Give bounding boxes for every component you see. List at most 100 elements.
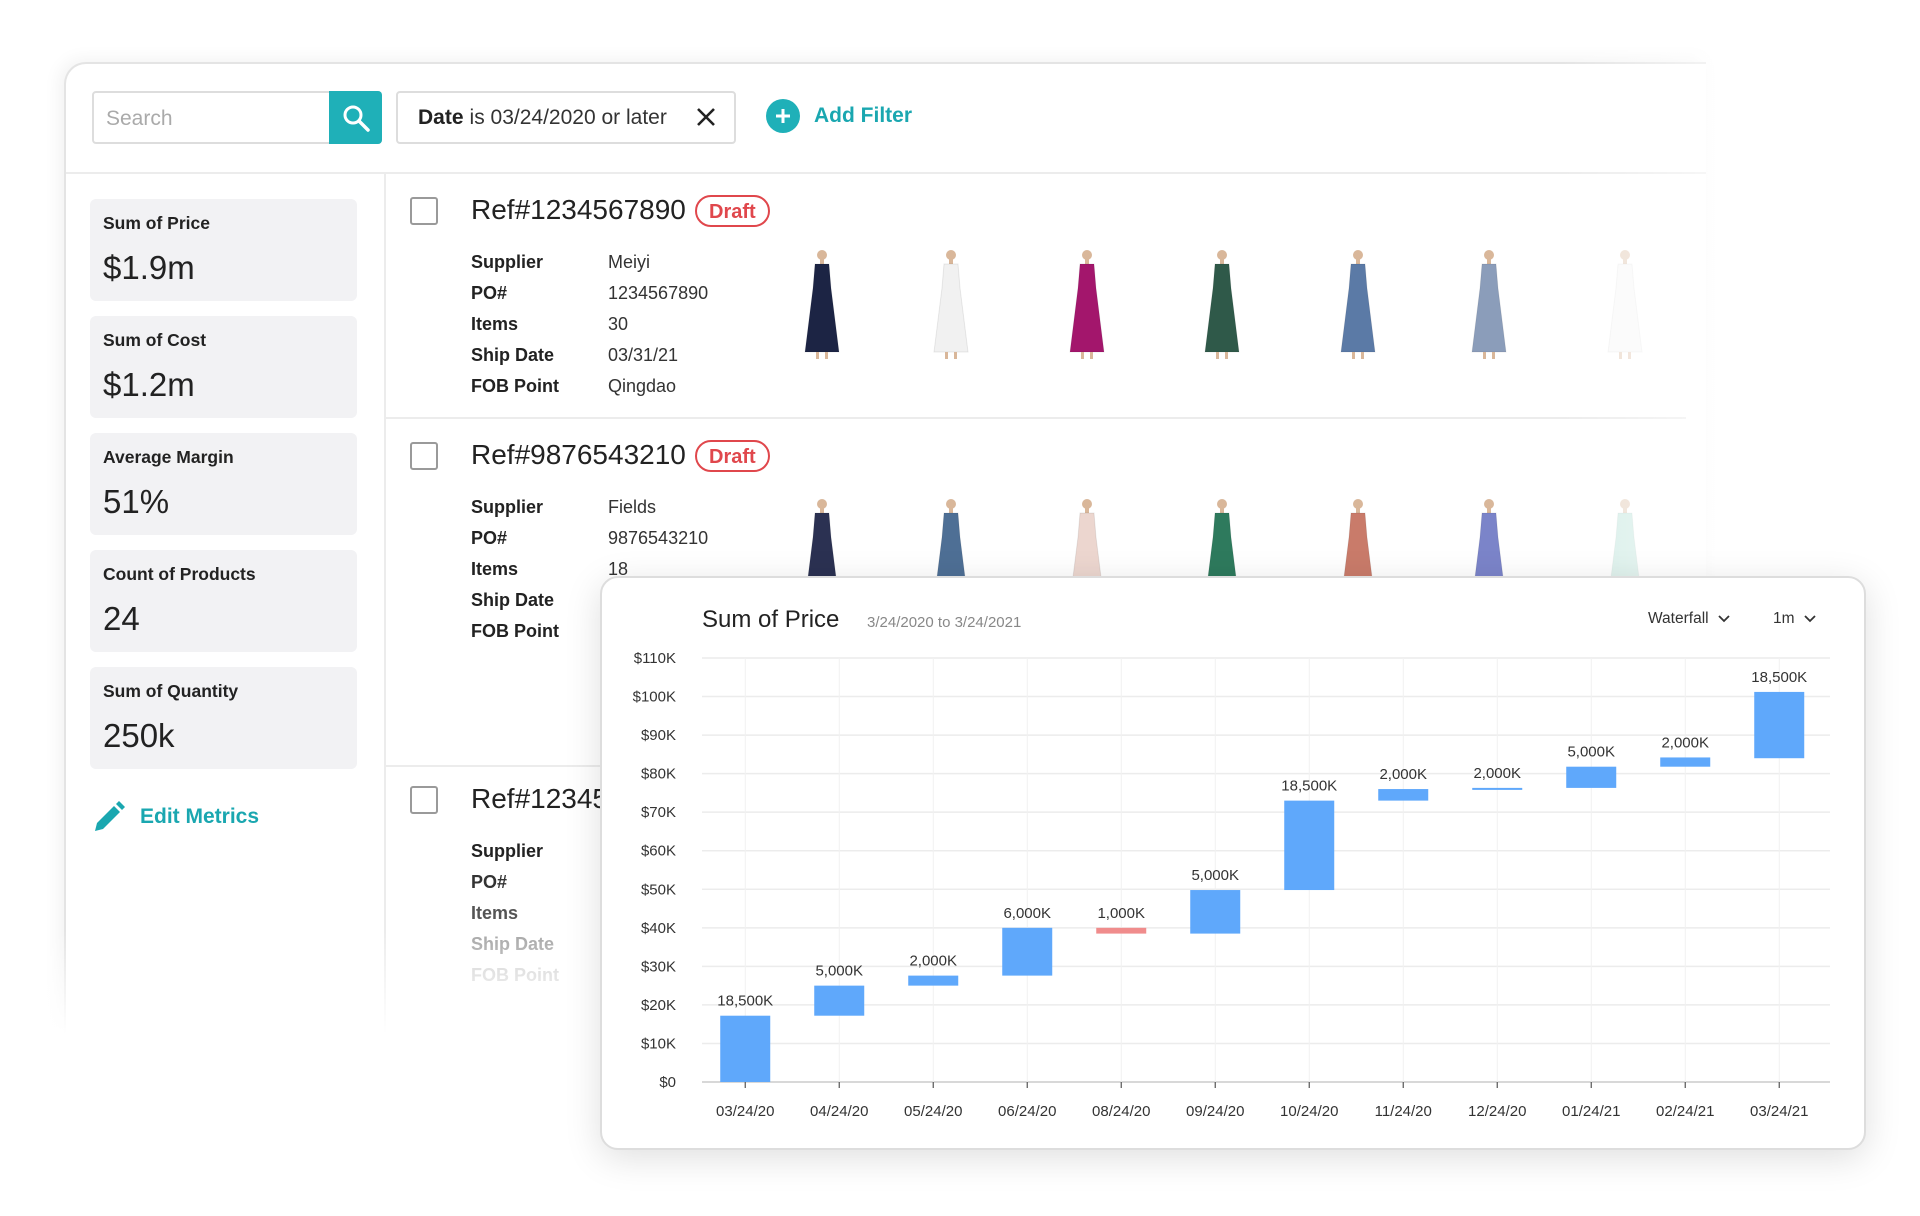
close-icon[interactable] — [694, 105, 718, 129]
interval-value: 1m — [1773, 610, 1795, 627]
field-label: Supplier — [471, 497, 544, 517]
product-thumbnail[interactable] — [1052, 248, 1122, 365]
data-label: 6,000K — [1003, 905, 1051, 922]
y-tick-label: $110K — [634, 650, 676, 667]
field-label: Items — [471, 903, 519, 923]
waterfall-bar — [1190, 890, 1241, 934]
data-label: 2,000K — [909, 953, 957, 970]
field-label: Ship Date — [471, 934, 555, 954]
data-label: 1,000K — [1097, 905, 1145, 922]
waterfall-bar — [1284, 800, 1335, 891]
product-thumbnail[interactable] — [1187, 248, 1257, 365]
add-filter-button[interactable]: Add Filter — [766, 99, 912, 133]
x-tick-label: 06/24/20 — [998, 1103, 1056, 1120]
x-tick-label: 10/24/20 — [1280, 1103, 1338, 1120]
waterfall-bar — [814, 985, 865, 1016]
field-label: Supplier — [471, 252, 544, 272]
field-label: Supplier — [471, 841, 544, 861]
waterfall-bar — [1096, 927, 1147, 934]
header-divider — [66, 172, 1706, 174]
y-tick-label: $60K — [641, 843, 676, 860]
metric-card: Sum of Cost $1.2m — [90, 316, 357, 418]
data-label: 18,500K — [717, 993, 773, 1010]
record-row: Ref#1234567890 Draft Supplier Meiyi PO# 12345… — [386, 194, 1686, 437]
field-value: 1234567890 — [608, 283, 709, 303]
waterfall-bar — [1002, 927, 1053, 976]
y-tick-label: $20K — [641, 997, 676, 1014]
data-label: 18,500K — [1281, 778, 1337, 795]
search-button[interactable] — [329, 91, 382, 144]
search-input[interactable] — [94, 93, 338, 144]
metric-value: $1.2m — [103, 366, 195, 403]
chart-type-dropdown[interactable]: Waterfall — [1648, 610, 1731, 628]
record-checkbox[interactable] — [410, 197, 438, 225]
x-tick-label: 12/24/20 — [1468, 1103, 1526, 1120]
product-thumbnail[interactable] — [916, 248, 986, 365]
record-divider — [386, 417, 1686, 419]
search-icon — [343, 105, 370, 132]
product-thumbnail[interactable] — [1454, 248, 1524, 365]
record-checkbox[interactable] — [410, 442, 438, 470]
field-label: PO# — [471, 528, 508, 548]
field-label: Items — [471, 559, 519, 579]
sidebar-divider — [384, 174, 386, 1034]
metric-value: 250k — [103, 717, 175, 754]
x-tick-label: 02/24/21 — [1656, 1103, 1714, 1120]
waterfall-bar — [1754, 691, 1805, 759]
pencil-icon — [95, 801, 125, 831]
product-thumbnail[interactable] — [787, 248, 857, 365]
status-badge: Draft — [695, 440, 770, 472]
date-filter-chip[interactable]: Date is 03/24/2020 or later — [396, 91, 736, 144]
metric-value: 51% — [103, 483, 170, 520]
metric-title: Average Margin — [103, 447, 234, 467]
field-label: Items — [471, 314, 519, 334]
filter-field: Date — [418, 105, 464, 129]
search-box — [92, 91, 382, 144]
field-value: Qingdao — [608, 376, 677, 396]
data-label: 2,000K — [1379, 766, 1427, 783]
metric-value: $1.9m — [103, 249, 195, 286]
metric-title: Count of Products — [103, 564, 256, 584]
metric-title: Sum of Cost — [103, 330, 207, 350]
metric-title: Sum of Quantity — [103, 681, 239, 701]
data-label: 2,000K — [1661, 734, 1709, 751]
interval-dropdown[interactable]: 1m — [1773, 610, 1817, 628]
edit-metrics-button[interactable]: Edit Metrics — [92, 800, 259, 834]
waterfall-bar — [1378, 789, 1429, 801]
chart-title: Sum of Price — [702, 606, 840, 633]
waterfall-bar — [1660, 757, 1711, 767]
field-label: FOB Point — [471, 376, 559, 396]
record-ref[interactable]: Ref#1234567890 — [471, 194, 686, 225]
metric-card: Count of Products 24 — [90, 550, 357, 652]
x-tick-label: 03/24/21 — [1750, 1103, 1808, 1120]
field-value: Meiyi — [608, 252, 651, 272]
field-label: FOB Point — [471, 965, 559, 985]
data-label: 5,000K — [1191, 867, 1239, 884]
x-tick-label: 09/24/20 — [1186, 1103, 1244, 1120]
filter-condition: is 03/24/2020 or later — [469, 105, 667, 129]
metric-card: Sum of Quantity 250k — [90, 667, 357, 769]
record-ref[interactable]: Ref#12345 — [471, 783, 609, 814]
y-tick-label: $50K — [641, 881, 676, 898]
x-tick-label: 05/24/20 — [904, 1103, 962, 1120]
product-thumbnail[interactable] — [1323, 248, 1393, 365]
record-ref[interactable]: Ref#9876543210 — [471, 439, 686, 470]
waterfall-bar — [1566, 766, 1617, 788]
chevron-down-icon — [1717, 615, 1730, 623]
record-checkbox[interactable] — [410, 786, 438, 814]
x-tick-label: 01/24/21 — [1562, 1103, 1620, 1120]
waterfall-bar — [720, 1015, 771, 1082]
field-label: Ship Date — [471, 590, 555, 610]
plus-icon — [766, 99, 800, 133]
chart-date-range: 3/24/2020 to 3/24/2021 — [867, 614, 1022, 631]
x-tick-label: 11/24/20 — [1375, 1103, 1432, 1120]
record-row: Ref#9876543210 Draft Supplier Fields PO# 9876… — [386, 439, 1686, 682]
chart-type-value: Waterfall — [1648, 610, 1709, 627]
field-value: Fields — [608, 497, 657, 517]
waterfall-bar — [908, 975, 959, 986]
product-thumbnail[interactable] — [1590, 248, 1660, 365]
field-label: PO# — [471, 283, 508, 303]
y-tick-label: $10K — [641, 1035, 676, 1052]
field-value: 30 — [608, 314, 629, 334]
chevron-down-icon — [1803, 615, 1816, 623]
